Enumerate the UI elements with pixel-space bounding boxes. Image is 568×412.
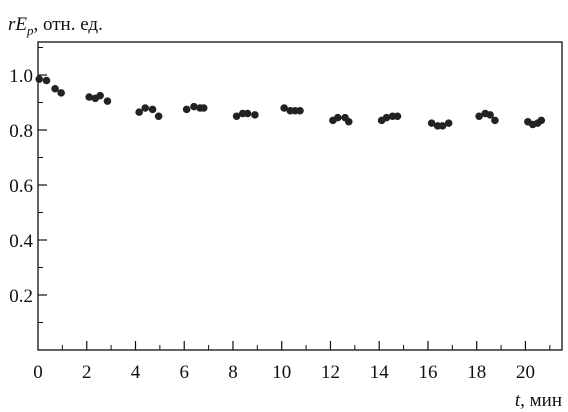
y-tick-label: 0.6 — [9, 176, 33, 197]
data-points — [35, 75, 546, 130]
data-point — [486, 111, 494, 119]
x-axis-title-var: t — [515, 390, 521, 411]
y-tick-label: 0.2 — [9, 286, 33, 307]
data-point — [135, 108, 143, 116]
x-tick-label: 20 — [516, 362, 535, 383]
data-point — [427, 119, 436, 127]
x-tick-label: 18 — [467, 362, 486, 383]
x-tick-label: 14 — [370, 362, 390, 383]
data-point — [51, 84, 59, 93]
x-tick-label: 0 — [33, 362, 43, 383]
y-axis-title-sub: p — [26, 23, 34, 38]
data-point — [35, 75, 44, 83]
y-tick-label: 0.8 — [9, 121, 33, 142]
data-point — [475, 112, 483, 121]
x-axis-title: t, мин — [515, 390, 562, 411]
data-point — [42, 76, 51, 85]
data-point — [438, 122, 447, 130]
data-point — [444, 119, 453, 127]
data-point — [141, 104, 150, 112]
x-tick-label: 2 — [82, 362, 92, 383]
x-tick-label: 6 — [179, 362, 189, 383]
x-tick-label: 8 — [228, 362, 238, 383]
x-tick-label: 10 — [272, 362, 291, 383]
data-point — [333, 113, 342, 122]
data-point — [243, 109, 252, 118]
plot-frame — [37, 41, 563, 351]
axes — [37, 41, 563, 351]
y-tick-label: 1.0 — [9, 66, 33, 87]
y-axis-title: rEp, отн. ед. — [8, 14, 103, 38]
x-tick-label: 12 — [321, 362, 340, 383]
data-point — [251, 111, 259, 119]
data-point — [103, 97, 112, 105]
data-point — [382, 113, 391, 122]
data-point — [148, 105, 157, 114]
data-point — [232, 112, 241, 121]
data-point — [154, 112, 163, 121]
data-point — [85, 93, 93, 101]
data-point — [182, 105, 191, 114]
tick-labels: 0.2 0.4 0.6 0.8 1.0 0 2 4 6 8 10 12 14 16 18 20 — [9, 66, 535, 383]
y-axis-title-var: rE — [8, 14, 27, 35]
data-point — [344, 117, 353, 126]
x-axis-title-unit: , мин — [520, 390, 562, 411]
data-point — [57, 89, 65, 97]
data-point — [280, 104, 288, 112]
y-axis-title-unit: , отн. ед. — [34, 14, 103, 35]
data-point — [393, 112, 402, 121]
x-tick-label: 16 — [418, 362, 437, 383]
data-point — [491, 116, 499, 125]
y-tick-label: 0.4 — [9, 231, 33, 252]
data-point — [537, 116, 546, 125]
x-tick-label: 4 — [131, 362, 141, 383]
data-point — [199, 104, 208, 112]
data-point — [190, 102, 198, 111]
data-point — [296, 106, 304, 115]
data-point — [96, 91, 104, 100]
